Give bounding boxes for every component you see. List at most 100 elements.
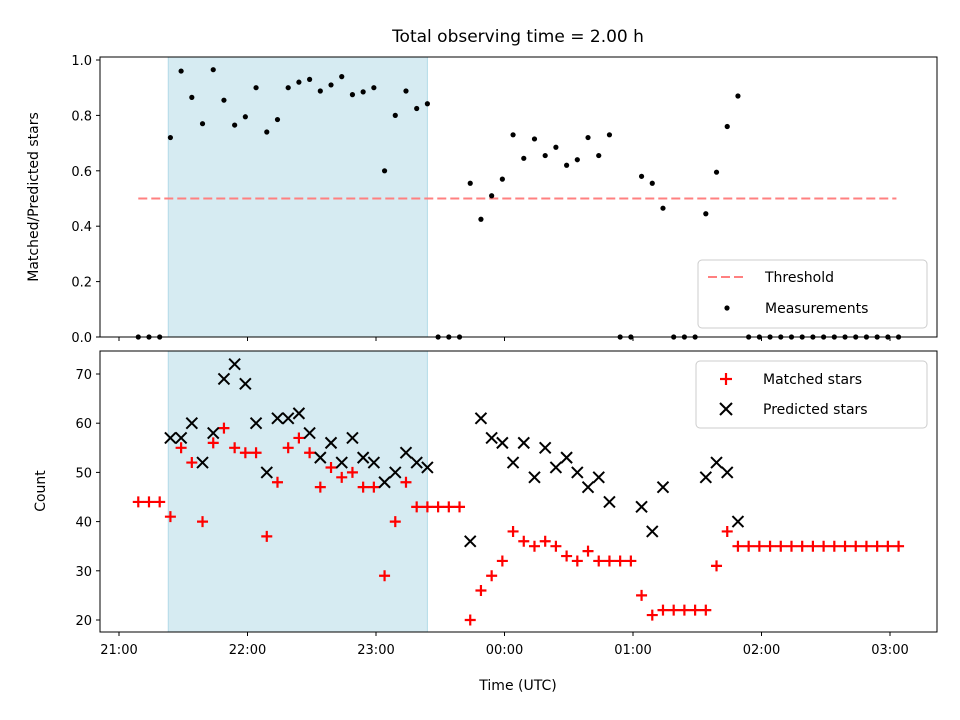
measurement-point (703, 211, 709, 217)
matched-star-marker (197, 516, 209, 528)
measurement-point (264, 129, 270, 135)
predicted-star-marker (335, 456, 348, 469)
measurement-point (285, 85, 291, 91)
bottom-legend-box (695, 360, 928, 429)
top-y-ticks: 0.0 0.2 0.4 0.6 0.8 1.0 (71, 54, 100, 346)
matched-star-marker (743, 540, 755, 552)
measurement-point (467, 180, 473, 186)
predicted-star-marker (656, 480, 670, 494)
top-y-tick-label: 0.0 (71, 331, 92, 346)
predicted-star-marker (281, 412, 295, 425)
matched-star-marker (582, 545, 594, 557)
matched-star-marker (700, 604, 712, 616)
top-x-ticks (118, 337, 891, 341)
predicted-star-marker (710, 456, 723, 469)
measurement-point (574, 157, 580, 163)
matched-star-marker (368, 481, 380, 493)
x-axis-label: Time (UTC) (478, 678, 556, 694)
measurement-point (521, 155, 527, 161)
matched-star-marker (518, 535, 530, 547)
x-tick-label: 21:00 (100, 643, 137, 658)
matched-star-marker (646, 609, 658, 621)
measurement-point (317, 88, 323, 94)
predicted-star-marker (303, 426, 316, 440)
measurement-point (660, 205, 666, 211)
matched-star-marker (839, 540, 851, 552)
measurement-point (606, 132, 613, 138)
measurement-point (360, 89, 366, 95)
predicted-star-marker (506, 456, 520, 469)
bottom-y-axis-label: Count (33, 470, 49, 512)
measurement-point (221, 97, 227, 103)
measurement-point (510, 132, 516, 138)
top-y-tick-label: 0.6 (71, 165, 92, 180)
bottom-axes-frame (99, 350, 938, 633)
matched-star-marker (464, 614, 476, 626)
matched-star-marker (561, 550, 573, 562)
matched-star-marker (314, 481, 326, 493)
matched-star-marker (496, 555, 508, 567)
bottom-panel: 20 30 40 50 60 70 21:00 22:00 23:00 00:00 01:00 02… (33, 350, 938, 694)
predicted-star-marker (592, 471, 605, 484)
matched-star-marker (411, 501, 423, 513)
matched-star-marker (357, 481, 369, 493)
matched-star-marker (678, 604, 690, 616)
matched-star-marker (143, 496, 155, 508)
bottom-y-tick-label: 50 (75, 466, 92, 481)
measurement-point (424, 101, 430, 107)
predicted-star-marker (207, 426, 220, 440)
measurement-point (210, 67, 216, 73)
predicted-star-marker (196, 456, 209, 469)
bottom-y-ticks: 20 30 40 50 60 70 (75, 368, 100, 629)
matched-star-marker (432, 501, 444, 513)
measurement-point (274, 116, 281, 123)
predicted-star-marker (324, 436, 338, 450)
predicted-star-marker (517, 436, 530, 450)
measurement-point (713, 169, 720, 175)
x-tick-label: 03:00 (871, 643, 908, 658)
predicted-star-marker (485, 431, 498, 445)
x-tick-label: 22:00 (229, 643, 266, 658)
predicted-star-marker (378, 476, 391, 489)
legend-matched-label: Matched stars (763, 372, 862, 388)
measurement-point (296, 79, 302, 85)
predicted-star-marker (731, 515, 745, 528)
bottom-x-ticks: 21:00 22:00 23:00 00:00 01:00 02:00 03:00 (100, 632, 909, 658)
measurement-point (638, 173, 645, 179)
bottom-y-tick-label: 20 (75, 614, 92, 629)
predicted-star-marker (549, 461, 563, 474)
top-y-axis-label: Matched/Predicted stars (26, 112, 42, 282)
predicted-star-marker (367, 456, 381, 469)
x-tick-label: 01:00 (614, 643, 651, 658)
measurement-point (167, 134, 173, 141)
top-axes-frame (99, 56, 938, 338)
measurement-point (349, 92, 356, 98)
matched-stars-points (132, 422, 905, 626)
matched-star-marker (346, 466, 358, 478)
matched-star-marker (421, 501, 433, 513)
predicted-star-marker (571, 466, 584, 479)
x-tick-label: 23:00 (357, 643, 394, 658)
predicted-star-marker (646, 525, 659, 538)
matched-star-marker (454, 501, 466, 513)
matched-star-marker (882, 540, 894, 552)
measurement-point (414, 105, 420, 112)
top-panel: 0.0 0.2 0.4 0.6 0.8 1.0 Total observing time … (26, 27, 938, 346)
measurement-point (381, 168, 388, 174)
measurement-point (253, 85, 259, 91)
matched-star-marker (550, 540, 562, 552)
matched-star-marker (603, 555, 615, 567)
matched-star-marker (336, 471, 348, 483)
measurement-point (478, 216, 484, 222)
matched-star-marker (186, 457, 198, 469)
measurement-point (499, 176, 505, 182)
matched-star-marker (293, 432, 305, 444)
predicted-star-marker (421, 461, 434, 474)
matched-star-marker (625, 555, 637, 567)
measurement-point (649, 180, 655, 186)
matched-star-marker (721, 525, 733, 537)
matched-star-marker (507, 525, 519, 537)
matched-star-marker (657, 604, 669, 616)
predicted-star-marker (474, 412, 488, 425)
predicted-star-marker (581, 480, 595, 494)
